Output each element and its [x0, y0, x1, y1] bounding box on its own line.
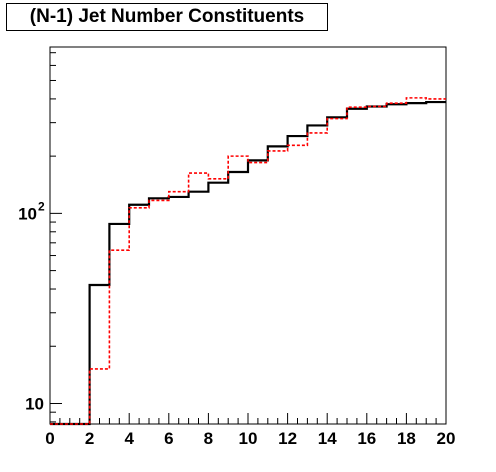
x-tick-label: 20	[437, 429, 456, 448]
x-tick-label: 6	[164, 429, 173, 448]
chart-title-box: (N-1) Jet Number Constituents	[6, 3, 328, 31]
x-tick-label: 4	[124, 429, 134, 448]
y-tick-base: 10	[25, 394, 44, 413]
x-tick-label: 14	[318, 429, 337, 448]
y-tick-label: 10	[25, 394, 44, 413]
x-tick-label: 0	[45, 429, 54, 448]
y-tick-label: 10 2	[18, 199, 45, 223]
y-tick-exponent: 2	[38, 199, 45, 213]
x-tick-label: 8	[204, 429, 213, 448]
y-tick-base: 10	[18, 204, 37, 223]
x-tick-label: 12	[278, 429, 297, 448]
chart-title: (N-1) Jet Number Constituents	[29, 6, 305, 27]
x-tick-label: 18	[397, 429, 416, 448]
series-dashed-red-histogram	[50, 97, 446, 425]
x-tick-label: 2	[85, 429, 94, 448]
x-tick-label: 16	[357, 429, 376, 448]
x-tick-label: 10	[239, 429, 258, 448]
